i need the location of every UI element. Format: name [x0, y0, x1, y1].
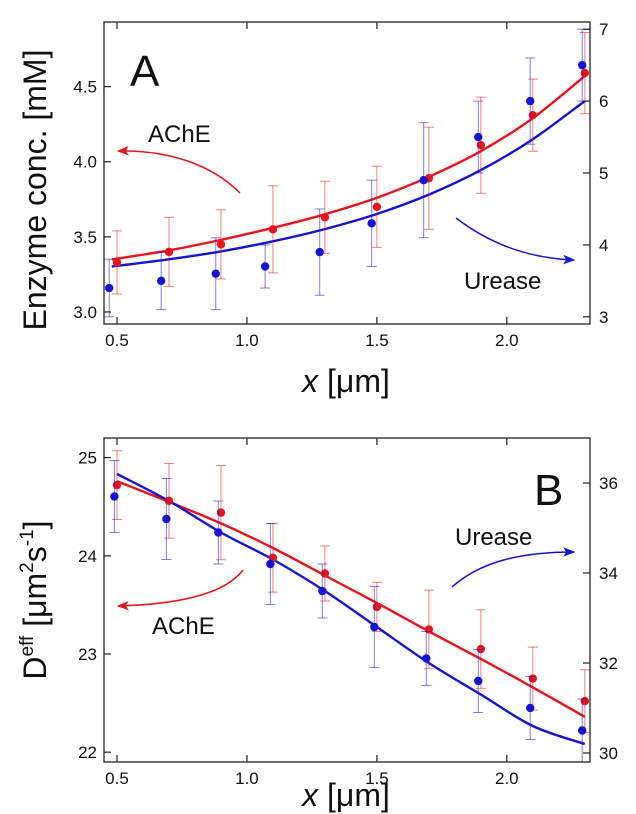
panel-a-data-points	[104, 28, 590, 318]
panel-b-point-urease	[214, 528, 223, 537]
panel-a-right-y-tick-label: 6	[599, 92, 608, 111]
panel-a-point-ache	[320, 213, 330, 222]
panel-a-x-tick-label: 1.0	[235, 331, 259, 350]
panel-b-ache-arrow	[116, 569, 244, 611]
panel-b-point-urease	[162, 514, 171, 524]
panel-a-annotation-urease: Urease	[464, 268, 541, 295]
panel-b-x-tick-label: 2.0	[495, 769, 519, 788]
panel-a-left-y-tick-label: 4.5	[73, 78, 97, 97]
panel-b-urease-arrow	[451, 547, 576, 588]
panel-b-x-tick-label: 1.5	[365, 769, 389, 788]
panel-a-letter: A	[130, 47, 160, 96]
panel-b-point-urease	[318, 586, 327, 596]
panel-b-right-y-ticks: 30 32 34 36	[583, 474, 618, 763]
panel-a-point-urease	[526, 96, 535, 106]
panel-b-x-ticks: 0.5 1.0 1.5 2.0	[105, 438, 519, 788]
panel-a-right-y-tick-label: 4	[599, 236, 608, 255]
panel-b-y-axis-label: Deff [μm2s-1]	[17, 520, 53, 679]
panel-b-annotation-urease: Urease	[455, 524, 532, 551]
panel-b-left-y-ticks: 22 23 24 25	[78, 449, 111, 762]
panel-a-point-ache	[268, 225, 278, 234]
panel-a-x-ticks: 0.5 1.0 1.5 2.0	[105, 22, 519, 350]
panel-a-right-y-ticks: 3 4 5 6 7	[583, 20, 608, 327]
panel-b-right-y-tick-label: 34	[599, 564, 618, 583]
panel-b-left-y-tick-label: 22	[78, 743, 97, 762]
panel-b-right-y-tick-label: 32	[599, 654, 618, 673]
panel-a: 0.5 1.0 1.5 2.0 3.0 3.5 4.0 4.5 3 4 5 6 7 A AChE U…	[17, 20, 608, 399]
panel-b-point-urease	[266, 559, 275, 569]
panel-b-left-y-tick-label: 23	[78, 645, 97, 664]
panel-b-data-points	[109, 450, 590, 763]
panel-b-fit-ache	[116, 480, 586, 718]
panel-a-ache-arrow	[116, 145, 241, 194]
panel-a-urease-arrow	[455, 217, 576, 265]
panel-a-point-ache	[112, 258, 122, 267]
panel-b-point-urease	[110, 492, 119, 501]
panel-b-annotation-ache: AChE	[152, 613, 215, 640]
panel-a-left-y-tick-label: 3.5	[73, 228, 97, 247]
panel-b-right-y-tick-label: 30	[599, 744, 618, 763]
panel-a-point-urease	[474, 132, 483, 142]
panel-b-x-tick-label: 0.5	[105, 769, 129, 788]
panel-b-point-urease	[474, 676, 483, 686]
panel-b-left-y-tick-label: 25	[78, 449, 97, 468]
panel-a-point-urease	[156, 276, 166, 286]
panel-a-left-y-tick-label: 3.0	[73, 303, 97, 322]
panel-a-x-tick-label: 1.5	[365, 331, 389, 350]
panel-a-point-urease	[211, 269, 220, 278]
panel-a-left-y-ticks: 3.0 3.5 4.0 4.5	[73, 78, 111, 322]
panel-b-fit-urease	[116, 472, 586, 746]
panel-b-x-axis-label: x [μm]	[300, 777, 390, 813]
panel-a-x-tick-label: 0.5	[105, 331, 129, 350]
panel-a-left-y-tick-label: 4.0	[73, 153, 97, 172]
panel-a-x-axis-label: x [μm]	[300, 363, 390, 399]
panel-b-point-urease	[578, 726, 587, 735]
panel-b-x-tick-label: 1.0	[235, 769, 259, 788]
panel-b-fit-curves	[116, 472, 586, 746]
panel-a-point-urease	[260, 262, 270, 271]
panel-a-point-urease	[367, 219, 376, 228]
panel-a-point-urease	[104, 283, 114, 293]
panel-a-point-ache	[216, 240, 226, 249]
panel-a-point-ache	[372, 202, 382, 212]
panel-a-y-axis-label: Enzyme conc. [mM]	[17, 50, 53, 331]
panel-a-annotation-ache: AChE	[148, 121, 211, 148]
panel-a-fit-ache	[111, 75, 586, 261]
panel-a-fit-urease	[111, 100, 586, 268]
panel-b-point-urease	[422, 654, 431, 663]
panel-a-point-urease	[578, 60, 587, 70]
panel-a-x-tick-label: 2.0	[495, 331, 519, 350]
panel-b-letter: B	[534, 466, 563, 515]
panel-b-right-y-tick-label: 36	[599, 474, 618, 493]
panel-a-right-y-tick-label: 3	[599, 308, 608, 327]
panel-a-right-y-tick-label: 7	[599, 20, 608, 39]
panel-b-point-urease	[526, 703, 535, 713]
panel-b-frame	[103, 437, 591, 763]
panel-b-point-urease	[370, 622, 379, 632]
panel-a-fit-curves	[111, 75, 586, 268]
panel-a-point-ache	[164, 247, 174, 257]
panel-b-left-y-tick-label: 24	[78, 547, 97, 566]
panel-a-point-urease	[419, 175, 428, 185]
panel-a-right-y-tick-label: 5	[599, 164, 608, 183]
panel-a-point-urease	[315, 247, 324, 257]
